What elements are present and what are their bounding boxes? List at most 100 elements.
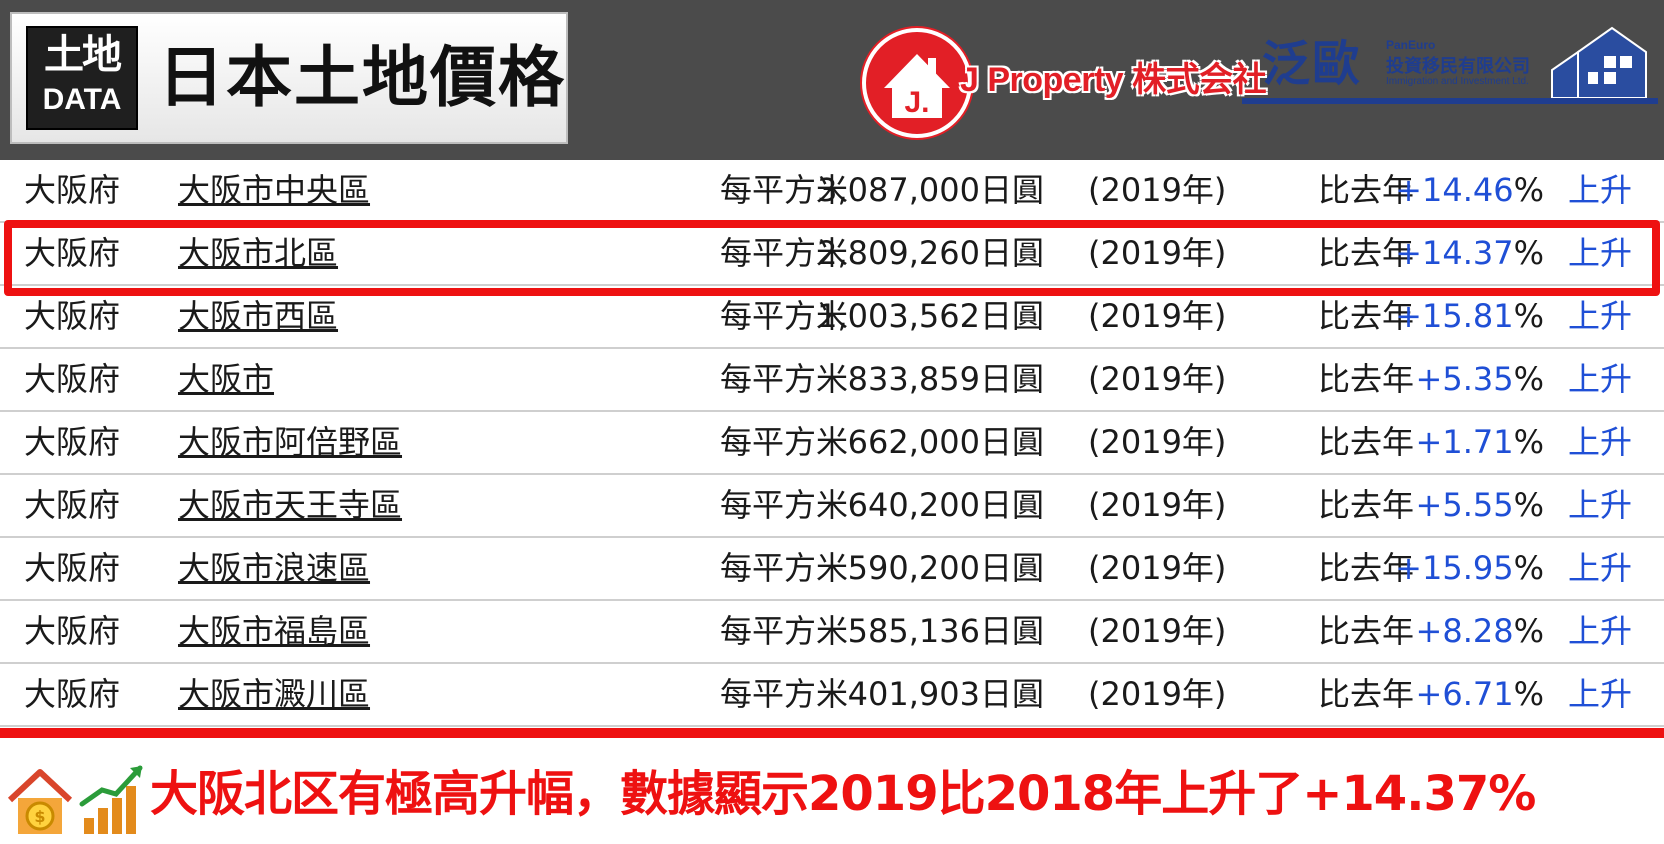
paneuro-cn: 投資移民有限公司	[1386, 56, 1530, 77]
year-cell: (2019年)	[1088, 423, 1227, 461]
year-cell: (2019年)	[1088, 612, 1227, 650]
unit-cell: 每平方米	[720, 297, 849, 335]
price-cell: 2,809,260日圓	[817, 234, 1044, 272]
house-icon	[1551, 26, 1647, 98]
change-pct-value: +15.95	[1395, 549, 1514, 587]
title-panel: 土地 DATA 日本土地價格	[10, 12, 568, 144]
header-bar: 土地 DATA 日本土地價格 J. J Property 株式会社 泛歐 Pan…	[0, 0, 1664, 160]
direction-cell: 上升	[1568, 549, 1633, 587]
pct-sign: %	[1513, 612, 1544, 650]
paneuro-big-text: 泛歐	[1262, 36, 1363, 92]
change-pct-cell: +5.35%	[1416, 359, 1544, 399]
city-link[interactable]: 大阪市北區	[178, 234, 339, 272]
pct-sign: %	[1513, 423, 1544, 461]
prefecture-cell: 大阪府	[24, 675, 121, 713]
unit-cell: 每平方米	[720, 612, 849, 650]
price-cell: 590,200日圓	[847, 549, 1044, 587]
prefecture-cell: 大阪府	[24, 549, 121, 587]
direction-cell: 上升	[1568, 423, 1633, 461]
compare-cell: 比去年	[1318, 171, 1415, 209]
city-link[interactable]: 大阪市澱川區	[178, 675, 371, 713]
year-cell: (2019年)	[1088, 675, 1227, 713]
unit-cell: 每平方米	[720, 549, 849, 587]
year-cell: (2019年)	[1088, 297, 1227, 335]
city-link[interactable]: 大阪市阿倍野區	[178, 423, 403, 461]
city-link[interactable]: 大阪市福島區	[178, 612, 371, 650]
paneuro-en2: Immigration and Investment Ltd.	[1386, 76, 1529, 87]
unit-cell: 每平方米	[720, 675, 849, 713]
city-link[interactable]: 大阪市西區	[178, 297, 339, 335]
pct-sign: %	[1513, 171, 1544, 209]
prefecture-cell: 大阪府	[24, 360, 121, 398]
change-pct-cell: +8.28%	[1416, 611, 1544, 651]
pct-sign: %	[1513, 549, 1544, 587]
change-pct-value: +5.55	[1415, 486, 1514, 524]
year-cell: (2019年)	[1088, 234, 1227, 272]
page-title: 日本土地價格	[158, 39, 566, 116]
direction-cell: 上升	[1568, 612, 1633, 650]
table-row: 大阪府 大阪市福島區 每平方米 585,136日圓 (2019年) 比去年 +8…	[0, 601, 1664, 664]
compare-cell: 比去年	[1318, 612, 1415, 650]
direction-cell: 上升	[1568, 486, 1633, 524]
change-pct-value: +6.71	[1415, 675, 1514, 713]
jproperty-mark: J.	[904, 86, 929, 119]
table-row: 大阪府 大阪市 每平方米 833,859日圓 (2019年) 比去年 +5.35…	[0, 349, 1664, 412]
pct-sign: %	[1513, 486, 1544, 524]
price-cell: 1,003,562日圓	[817, 297, 1044, 335]
city-link[interactable]: 大阪市中央區	[178, 171, 371, 209]
table-row: 大阪府 大阪市中央區 每平方米 3,087,000日圓 (2019年) 比去年 …	[0, 160, 1664, 223]
direction-cell: 上升	[1568, 297, 1633, 335]
change-pct-cell: +15.95%	[1395, 548, 1544, 588]
year-cell: (2019年)	[1088, 549, 1227, 587]
red-divider	[0, 728, 1664, 738]
headline-caption: 大阪北区有極高升幅，數據顯示2019比2018年上升了+14.37%	[150, 766, 1536, 822]
compare-cell: 比去年	[1318, 486, 1415, 524]
year-cell: (2019年)	[1088, 486, 1227, 524]
change-pct-value: +14.37	[1395, 234, 1514, 272]
pct-sign: %	[1513, 675, 1544, 713]
year-cell: (2019年)	[1088, 171, 1227, 209]
paneuro-en: PanEuro	[1386, 38, 1436, 52]
tochi-data-logo: 土地 DATA	[26, 26, 138, 130]
change-pct-cell: +6.71%	[1416, 674, 1544, 714]
compare-cell: 比去年	[1318, 675, 1415, 713]
change-pct-value: +1.71	[1415, 423, 1514, 461]
prefecture-cell: 大阪府	[24, 297, 121, 335]
price-cell: 640,200日圓	[847, 486, 1044, 524]
change-pct-cell: +15.81%	[1395, 296, 1544, 336]
paneuro-underline	[1242, 98, 1658, 104]
jproperty-name: J Property 株式会社	[960, 61, 1267, 99]
city-link[interactable]: 大阪市	[178, 360, 275, 398]
compare-cell: 比去年	[1318, 297, 1415, 335]
logo-line-2: DATA	[42, 83, 122, 116]
city-link[interactable]: 大阪市浪速區	[178, 549, 371, 587]
compare-cell: 比去年	[1318, 423, 1415, 461]
svg-text:$: $	[34, 807, 45, 826]
direction-cell: 上升	[1568, 171, 1633, 209]
change-pct-cell: +14.46%	[1395, 170, 1544, 210]
direction-cell: 上升	[1568, 234, 1633, 272]
pct-sign: %	[1513, 360, 1544, 398]
compare-cell: 比去年	[1318, 234, 1415, 272]
prefecture-cell: 大阪府	[24, 612, 121, 650]
price-cell: 3,087,000日圓	[817, 171, 1044, 209]
change-pct-cell: +5.55%	[1416, 485, 1544, 525]
pct-sign: %	[1513, 297, 1544, 335]
paneuro-logo: 泛歐 PanEuro 投資移民有限公司 Immigration and Inve…	[1242, 26, 1658, 118]
price-cell: 401,903日圓	[847, 675, 1044, 713]
change-pct-cell: +14.37%	[1395, 233, 1544, 273]
unit-cell: 每平方米	[720, 423, 849, 461]
change-pct-value: +8.28	[1415, 612, 1514, 650]
jproperty-logo-icon: J.	[862, 28, 972, 138]
change-pct-cell: +1.71%	[1416, 422, 1544, 462]
prefecture-cell: 大阪府	[24, 171, 121, 209]
highlight-box	[4, 220, 1660, 296]
year-cell: (2019年)	[1088, 360, 1227, 398]
city-link[interactable]: 大阪市天王寺區	[178, 486, 403, 524]
table-row: 大阪府 大阪市西區 每平方米 1,003,562日圓 (2019年) 比去年 +…	[0, 286, 1664, 349]
compare-cell: 比去年	[1318, 360, 1415, 398]
table-row: 大阪府 大阪市天王寺區 每平方米 640,200日圓 (2019年) 比去年 +…	[0, 475, 1664, 538]
compare-cell: 比去年	[1318, 549, 1415, 587]
change-pct-value: +5.35	[1415, 360, 1514, 398]
table-row-highlighted: 大阪府 大阪市北區 每平方米 2,809,260日圓 (2019年) 比去年 +…	[0, 223, 1664, 286]
